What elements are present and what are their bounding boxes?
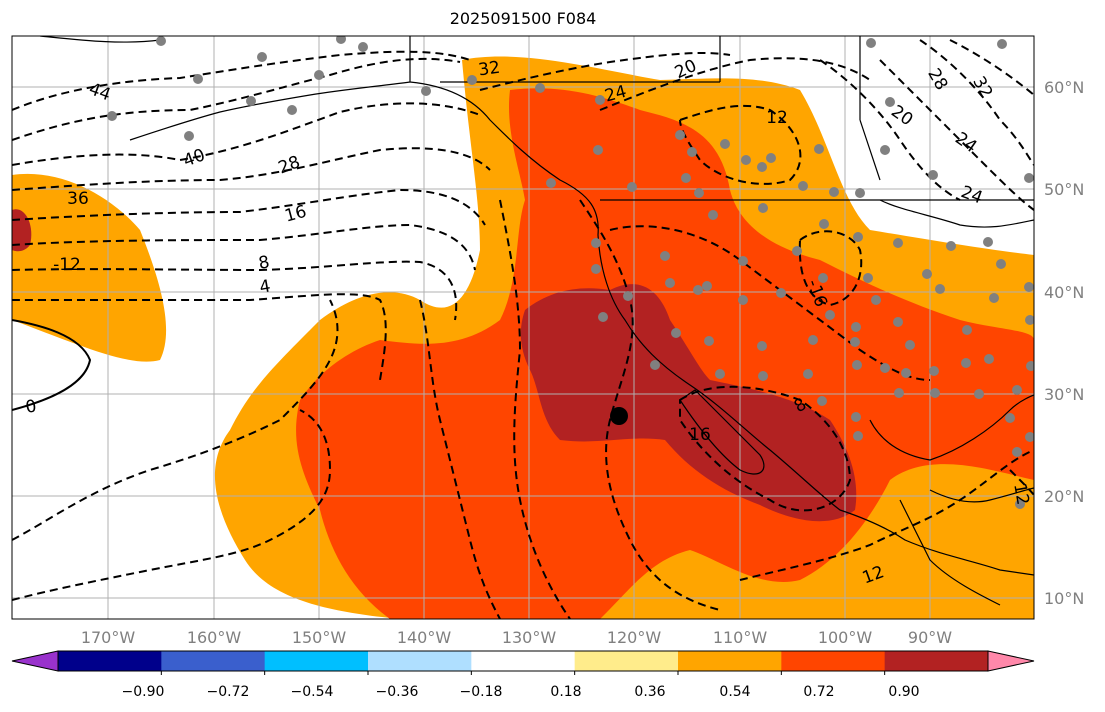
svg-text:0.54: 0.54 [719,684,750,700]
colorbar-segment [574,651,679,671]
svg-text:90°W: 90°W [908,628,952,647]
svg-text:10°N: 10°N [1044,589,1084,608]
colorbar-segment [161,651,266,671]
svg-text:150°W: 150°W [292,628,347,647]
svg-text:110°W: 110°W [713,628,768,647]
svg-text:160°W: 160°W [187,628,242,647]
svg-text:−0.36: −0.36 [376,684,419,700]
svg-text:120°W: 120°W [607,628,662,647]
map-title: 2025091500 F084 [449,9,597,28]
svg-text:50°N: 50°N [1044,180,1084,199]
latitude-labels: 60°N 50°N 40°N 30°N 20°N 10°N [1044,78,1084,608]
colorbar-segment [884,651,989,671]
zero-contour [12,319,92,411]
svg-text:36: 36 [67,189,89,209]
svg-text:140°W: 140°W [397,628,452,647]
colorbar-frame [57,650,989,672]
svg-text:0.90: 0.90 [888,684,919,700]
svg-text:−0.54: −0.54 [291,684,334,700]
colorbar-segment [678,651,782,671]
colorbar-segment [368,651,472,671]
svg-text:130°W: 130°W [502,628,557,647]
colorbar-tick-labels: −0.90 −0.72 −0.54 −0.36 −0.18 0.18 0.36 … [122,684,920,700]
svg-text:170°W: 170°W [81,628,136,647]
svg-text:32: 32 [477,58,501,81]
svg-text:60°N: 60°N [1044,78,1084,97]
longitude-labels: 170°W 160°W 150°W 140°W 130°W 120°W 110°… [81,628,952,647]
svg-text:−0.18: −0.18 [460,684,503,700]
map-content: 44 40 36 32 28 24 20 16 12 8 4 0 -12 -16… [12,36,1034,619]
svg-text:-12: -12 [53,255,81,275]
svg-text:0.18: 0.18 [550,684,581,700]
colorbar-segment [58,651,162,671]
svg-text:0.72: 0.72 [803,684,834,700]
svg-text:4: 4 [258,276,272,298]
contours [12,39,1034,619]
highlighted-station [610,407,628,425]
svg-text:16: 16 [689,425,711,445]
svg-text:100°W: 100°W [818,628,873,647]
svg-text:−0.90: −0.90 [122,684,165,700]
svg-text:12: 12 [1009,482,1032,507]
svg-text:30°N: 30°N [1044,385,1084,404]
colorbar [12,651,1034,675]
svg-text:12: 12 [766,108,788,128]
svg-text:−0.72: −0.72 [207,684,250,700]
svg-text:20°N: 20°N [1044,487,1084,506]
colorbar-segment [264,651,369,671]
svg-text:8: 8 [257,252,271,274]
colorbar-segment [471,651,576,671]
stations [107,36,1034,509]
colorbar-segment [781,651,886,671]
colorbar-left-extension [12,651,58,671]
svg-text:0.36: 0.36 [634,684,665,700]
map-frame [11,35,1035,620]
svg-text:0: 0 [24,396,38,418]
colorbar-right-extension [988,651,1034,671]
svg-text:40°N: 40°N [1044,283,1084,302]
graticule [12,36,1034,619]
coastlines [39,36,1034,606]
